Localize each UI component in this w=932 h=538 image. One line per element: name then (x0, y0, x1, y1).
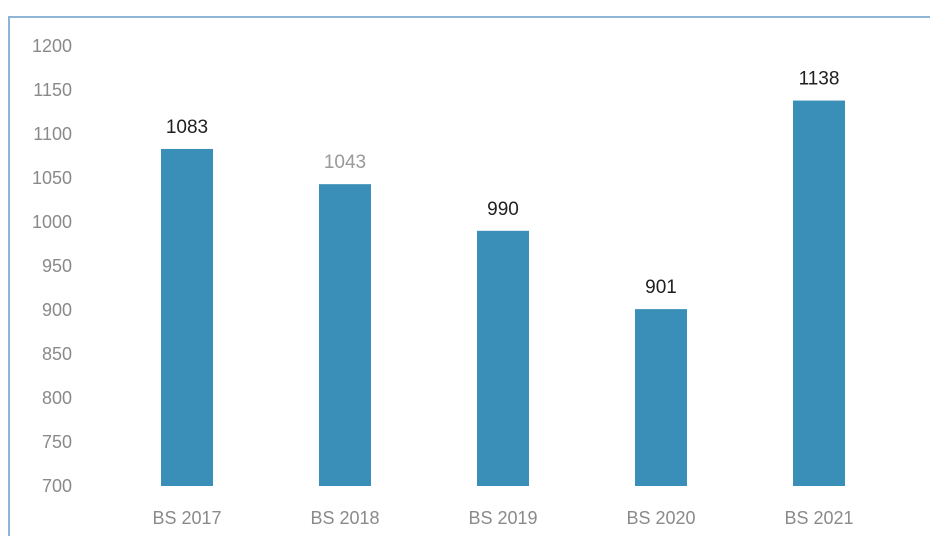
data-label: 1083 (166, 117, 208, 138)
bar (477, 230, 529, 486)
y-tick-label: 1100 (33, 124, 72, 144)
x-tick-label: BS 2020 (626, 508, 695, 528)
y-tick-label: 850 (42, 344, 72, 364)
y-tick-label: 700 (42, 476, 72, 496)
y-tick-label: 950 (42, 256, 72, 276)
chart-frame: 700 750 800 850 900 950 1000 1050 1100 1150 1200 1… (8, 16, 930, 536)
bar (161, 148, 213, 486)
y-tick-label: 800 (42, 388, 72, 408)
x-tick-label: BS 2018 (310, 508, 379, 528)
y-tick-label: 1000 (32, 212, 72, 232)
y-tick-label: 900 (42, 300, 72, 320)
bar (319, 184, 371, 486)
bars-group (161, 100, 845, 486)
x-tick-label: BS 2017 (152, 508, 221, 528)
y-tick-label: 1050 (32, 168, 72, 188)
x-axis: BS 2017 BS 2018 BS 2019 BS 2020 BS 2021 (152, 508, 853, 528)
data-label: 1043 (324, 152, 366, 173)
x-tick-label: BS 2021 (784, 508, 853, 528)
y-tick-label: 1200 (32, 36, 72, 56)
data-label: 1138 (799, 69, 840, 90)
x-tick-label: BS 2019 (468, 508, 537, 528)
y-axis: 700 750 800 850 900 950 1000 1050 1100 1150 1200 (32, 36, 72, 496)
bar-chart: 700 750 800 850 900 950 1000 1050 1100 1150 1200 1… (32, 36, 854, 528)
y-tick-label: 1150 (33, 80, 72, 100)
y-tick-label: 750 (42, 432, 72, 452)
data-label: 990 (487, 199, 519, 220)
data-labels-group: 1083 1043 990 901 1138 (166, 69, 840, 299)
bar (793, 100, 845, 486)
data-label: 901 (645, 277, 677, 298)
bar (635, 309, 687, 486)
